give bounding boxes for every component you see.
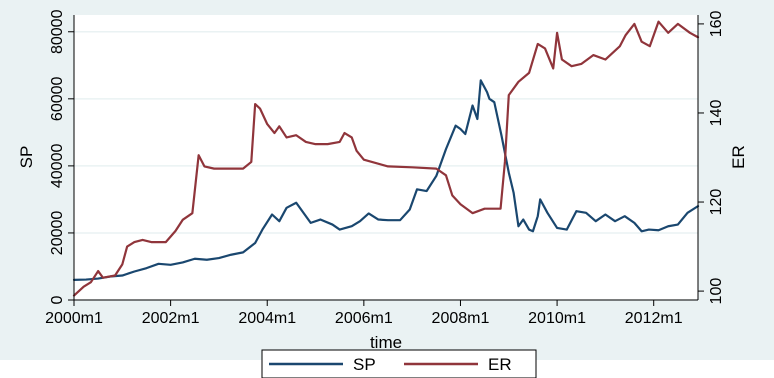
series-lines bbox=[72, 20, 700, 297]
left-tick-label-3: 60000 bbox=[49, 76, 66, 121]
right-y-axis: 100 120 140 160 bbox=[697, 10, 725, 305]
right-tick-label-0: 100 bbox=[708, 278, 725, 305]
series-line-sp bbox=[72, 79, 700, 281]
x-tick-label-6: 2012m1 bbox=[625, 310, 683, 327]
y-axis-left-title: SP bbox=[17, 146, 36, 169]
right-tick-label-1: 120 bbox=[708, 189, 725, 216]
x-tick-label-4: 2008m1 bbox=[432, 310, 490, 327]
plot-area bbox=[74, 15, 698, 300]
x-tick-label-3: 2006m1 bbox=[335, 310, 393, 327]
left-tick-label-0: 0 bbox=[49, 295, 66, 304]
left-y-axis: 0 20000 40000 60000 80000 bbox=[49, 9, 75, 304]
left-tick-label-1: 20000 bbox=[49, 211, 66, 256]
x-axis-title: time bbox=[370, 333, 402, 352]
x-tick-label-2: 2004m1 bbox=[238, 310, 296, 327]
legend-box bbox=[261, 349, 537, 378]
left-tick-label-2: 40000 bbox=[49, 144, 66, 189]
x-tick-label-0: 2000m1 bbox=[45, 310, 103, 327]
right-tick-label-2: 140 bbox=[708, 100, 725, 127]
x-tick-label-1: 2002m1 bbox=[142, 310, 200, 327]
left-tick-label-4: 80000 bbox=[49, 9, 66, 54]
legend-label-er: ER bbox=[488, 355, 512, 374]
series-line-er bbox=[72, 20, 700, 297]
right-tick-label-3: 160 bbox=[708, 10, 725, 37]
legend-label-sp: SP bbox=[353, 355, 376, 374]
legend: SP ER bbox=[261, 349, 537, 378]
y-axis-right-title: ER bbox=[729, 145, 748, 169]
x-axis: 2000m1 2002m1 2004m1 2006m1 2008m1 2010m1 2012… bbox=[45, 299, 698, 327]
x-tick-label-5: 2010m1 bbox=[528, 310, 586, 327]
